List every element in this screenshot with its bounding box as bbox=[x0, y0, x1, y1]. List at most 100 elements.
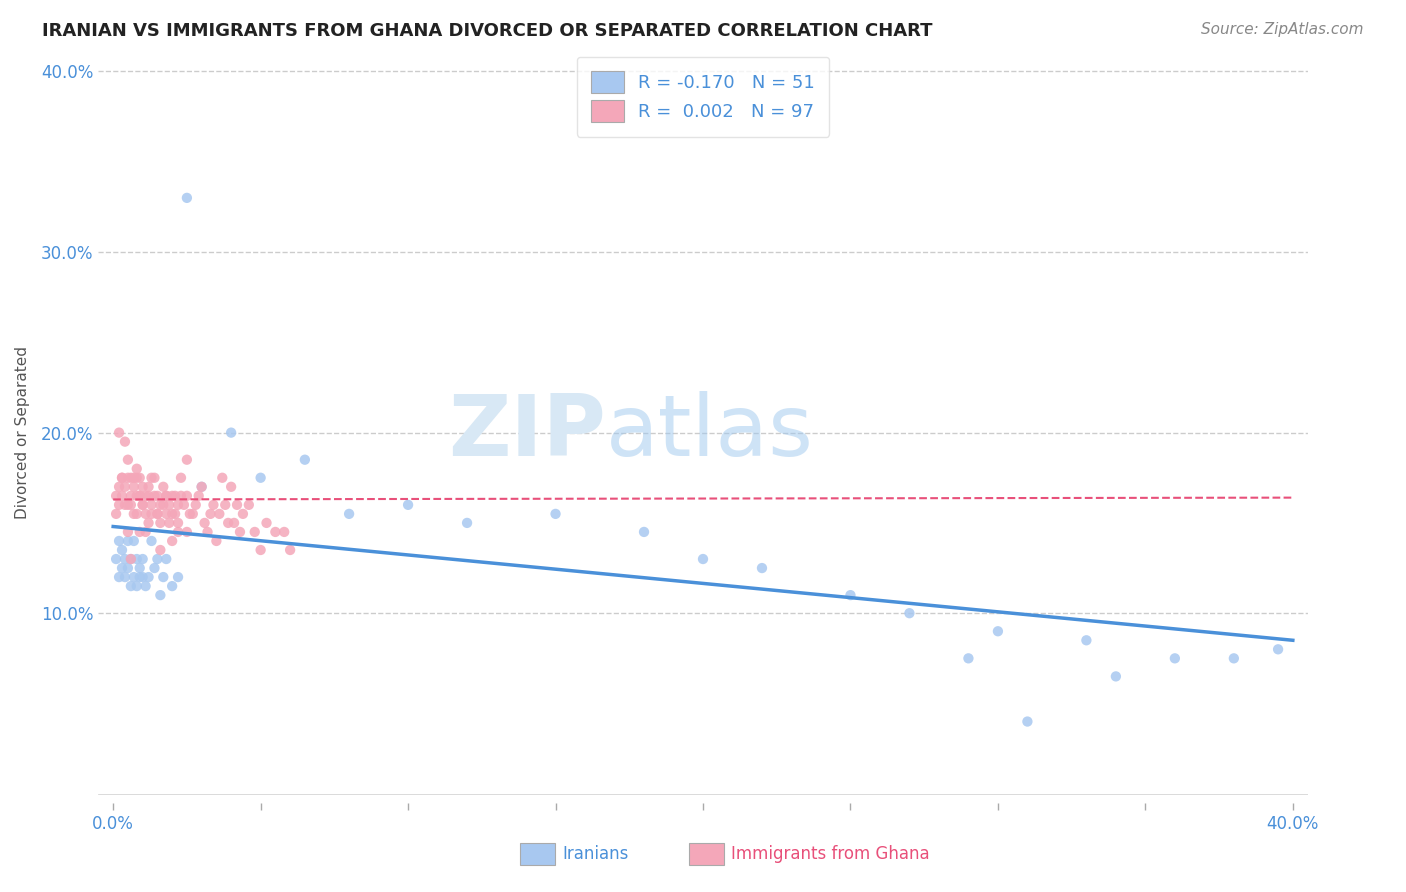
Point bbox=[125, 579, 148, 593]
Point bbox=[987, 624, 1010, 639]
Point bbox=[232, 507, 254, 521]
Point bbox=[125, 471, 148, 485]
Point bbox=[143, 471, 166, 485]
Point bbox=[131, 552, 153, 566]
Point bbox=[108, 425, 131, 440]
Point bbox=[456, 516, 478, 530]
Point bbox=[122, 507, 145, 521]
Point bbox=[249, 471, 271, 485]
Point bbox=[155, 507, 177, 521]
Point bbox=[194, 516, 217, 530]
Point bbox=[131, 498, 153, 512]
Point bbox=[128, 561, 150, 575]
Point bbox=[138, 516, 160, 530]
Text: Iranians: Iranians bbox=[562, 845, 628, 863]
Point bbox=[111, 471, 134, 485]
Point bbox=[146, 507, 169, 521]
Point bbox=[108, 498, 131, 512]
Point bbox=[176, 524, 198, 539]
Point bbox=[544, 507, 567, 521]
Point bbox=[117, 524, 139, 539]
Point bbox=[222, 516, 245, 530]
Point bbox=[165, 507, 187, 521]
Point bbox=[108, 570, 131, 584]
Point bbox=[170, 471, 193, 485]
Point bbox=[149, 516, 172, 530]
Point bbox=[181, 507, 204, 521]
Point bbox=[141, 533, 163, 548]
Point bbox=[146, 507, 169, 521]
Point bbox=[214, 498, 236, 512]
Point bbox=[138, 489, 160, 503]
Point bbox=[157, 498, 180, 512]
Point bbox=[219, 425, 242, 440]
Point bbox=[131, 480, 153, 494]
Point bbox=[117, 498, 139, 512]
Point bbox=[120, 471, 142, 485]
Point bbox=[135, 524, 157, 539]
Point bbox=[146, 489, 169, 503]
Point bbox=[111, 543, 134, 558]
Point bbox=[294, 452, 316, 467]
Point bbox=[114, 434, 136, 449]
Point bbox=[125, 489, 148, 503]
Point bbox=[125, 552, 148, 566]
Point bbox=[128, 489, 150, 503]
Point bbox=[264, 524, 287, 539]
Point bbox=[135, 489, 157, 503]
Point bbox=[160, 489, 183, 503]
Point bbox=[138, 570, 160, 584]
Point bbox=[135, 507, 157, 521]
Point bbox=[170, 489, 193, 503]
Point bbox=[114, 570, 136, 584]
Point bbox=[117, 452, 139, 467]
Point bbox=[128, 524, 150, 539]
Point bbox=[114, 498, 136, 512]
Point bbox=[205, 533, 228, 548]
Point bbox=[122, 480, 145, 494]
Point bbox=[141, 507, 163, 521]
Point bbox=[751, 561, 773, 575]
Point bbox=[125, 507, 148, 521]
Point bbox=[152, 498, 174, 512]
Point bbox=[219, 480, 242, 494]
Point bbox=[120, 552, 142, 566]
Point bbox=[229, 524, 252, 539]
Point bbox=[165, 489, 187, 503]
Point bbox=[120, 552, 142, 566]
Point bbox=[149, 543, 172, 558]
Point bbox=[105, 552, 128, 566]
Point bbox=[131, 570, 153, 584]
Point bbox=[149, 588, 172, 602]
Point bbox=[117, 561, 139, 575]
Point bbox=[217, 516, 239, 530]
Point bbox=[1017, 714, 1039, 729]
Point bbox=[141, 471, 163, 485]
Point bbox=[187, 489, 209, 503]
Point bbox=[273, 524, 295, 539]
Point bbox=[157, 516, 180, 530]
Point bbox=[143, 489, 166, 503]
Point bbox=[105, 489, 128, 503]
Point bbox=[1076, 633, 1098, 648]
Point bbox=[202, 498, 225, 512]
Point bbox=[256, 516, 278, 530]
Point bbox=[197, 524, 219, 539]
Point bbox=[108, 533, 131, 548]
Point bbox=[211, 471, 233, 485]
Point bbox=[190, 480, 212, 494]
Point bbox=[108, 480, 131, 494]
Point bbox=[152, 480, 174, 494]
Legend: R = -0.170   N = 51, R =  0.002   N = 97: R = -0.170 N = 51, R = 0.002 N = 97 bbox=[576, 57, 830, 136]
Point bbox=[120, 579, 142, 593]
Point bbox=[176, 489, 198, 503]
Point bbox=[226, 498, 249, 512]
Point bbox=[179, 507, 201, 521]
Text: ZIP: ZIP bbox=[449, 391, 606, 475]
Point bbox=[155, 489, 177, 503]
Point bbox=[337, 507, 360, 521]
Point bbox=[243, 524, 266, 539]
Point bbox=[128, 471, 150, 485]
Point bbox=[173, 498, 195, 512]
Point bbox=[167, 524, 190, 539]
